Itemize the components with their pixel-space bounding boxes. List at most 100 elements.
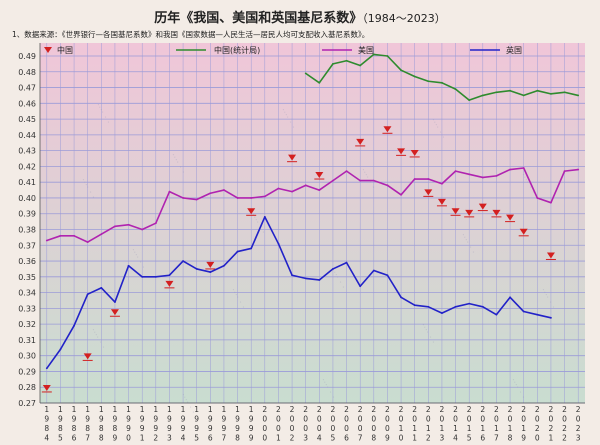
data-point bbox=[73, 234, 75, 237]
data-point-marker bbox=[519, 228, 528, 235]
data-point bbox=[59, 234, 62, 237]
data-point bbox=[441, 312, 443, 314]
data-point bbox=[481, 176, 484, 179]
data-point bbox=[522, 167, 525, 169]
data-point bbox=[386, 55, 389, 57]
plot-area bbox=[40, 43, 585, 403]
data-point bbox=[427, 305, 430, 308]
axes: 0.27 0.28 0.29 0.30 0.31 0.32 0.33 0.34 0.35 0.36… bbox=[18, 43, 585, 443]
data-point-marker bbox=[465, 209, 474, 216]
data-point bbox=[332, 268, 334, 270]
data-point-marker bbox=[288, 154, 297, 161]
data-point-marker bbox=[492, 209, 501, 216]
data-point bbox=[209, 271, 212, 273]
data-point bbox=[386, 184, 389, 187]
data-point bbox=[468, 173, 471, 176]
data-point-marker bbox=[437, 198, 446, 205]
data-point bbox=[345, 170, 348, 173]
y-tick-label: 0.37 bbox=[18, 241, 36, 250]
data-point bbox=[495, 174, 498, 177]
data-point bbox=[359, 285, 362, 288]
data-point bbox=[318, 189, 321, 191]
data-point bbox=[263, 195, 266, 198]
y-tick-label: 0.35 bbox=[18, 273, 36, 282]
chart-title: 历年《我国、美国和英国基尼系数》（1984～2023） bbox=[154, 10, 446, 26]
series-line-3 bbox=[46, 216, 552, 369]
y-tick-label: 0.48 bbox=[18, 68, 36, 77]
data-point bbox=[223, 264, 225, 267]
data-point-marker bbox=[110, 309, 119, 316]
series-line-2 bbox=[46, 167, 579, 243]
data-point bbox=[372, 179, 375, 182]
data-point bbox=[536, 89, 539, 92]
y-tick-label: 0.42 bbox=[18, 162, 36, 171]
data-point-marker bbox=[356, 138, 365, 145]
data-point bbox=[114, 225, 116, 228]
data-point-marker bbox=[546, 252, 555, 259]
y-tick-label: 0.45 bbox=[18, 115, 36, 124]
data-source-note: 1、数据来源：《世界银行—各国基尼系数》和我国《国家数据—人民生活—居民人均可支… bbox=[12, 29, 369, 39]
data-point bbox=[495, 313, 498, 316]
data-point bbox=[250, 247, 253, 250]
y-tick-label: 0.30 bbox=[18, 352, 36, 361]
legend-china-stats-label: 中国(统计局) bbox=[214, 45, 260, 55]
data-point bbox=[236, 250, 239, 253]
y-tick-label: 0.47 bbox=[18, 84, 36, 93]
data-point bbox=[114, 301, 116, 303]
y-tick-label: 0.36 bbox=[18, 257, 36, 266]
data-point bbox=[209, 192, 212, 195]
data-point-marker bbox=[383, 126, 392, 133]
legend: 中国 中国(统计局) 美国 英国 bbox=[44, 45, 522, 55]
y-tick-label: 0.31 bbox=[18, 336, 36, 345]
y-tick-label: 0.33 bbox=[18, 304, 36, 313]
data-point bbox=[536, 313, 539, 316]
y-tick-label: 0.28 bbox=[18, 383, 36, 392]
data-point bbox=[522, 310, 525, 313]
data-point bbox=[141, 228, 144, 231]
data-point bbox=[45, 239, 48, 242]
legend-china-label: 中国 bbox=[57, 45, 73, 55]
data-point-marker bbox=[247, 208, 256, 215]
data-point bbox=[550, 92, 552, 95]
legend-item-usa: 美国 bbox=[322, 45, 374, 55]
legend-item-china-stats: 中国(统计局) bbox=[176, 45, 260, 55]
data-point bbox=[359, 64, 362, 67]
data-point bbox=[332, 62, 334, 65]
data-point bbox=[141, 275, 144, 278]
legend-china-marker bbox=[44, 47, 52, 53]
data-point bbox=[495, 91, 498, 94]
data-point bbox=[427, 178, 430, 180]
data-point bbox=[318, 81, 321, 84]
data-point bbox=[127, 223, 130, 226]
data-point bbox=[563, 170, 566, 173]
data-point bbox=[195, 198, 198, 201]
data-point bbox=[250, 197, 253, 199]
data-point bbox=[168, 190, 171, 193]
data-point bbox=[454, 170, 457, 173]
data-point bbox=[509, 168, 511, 171]
data-point-marker bbox=[315, 172, 324, 179]
